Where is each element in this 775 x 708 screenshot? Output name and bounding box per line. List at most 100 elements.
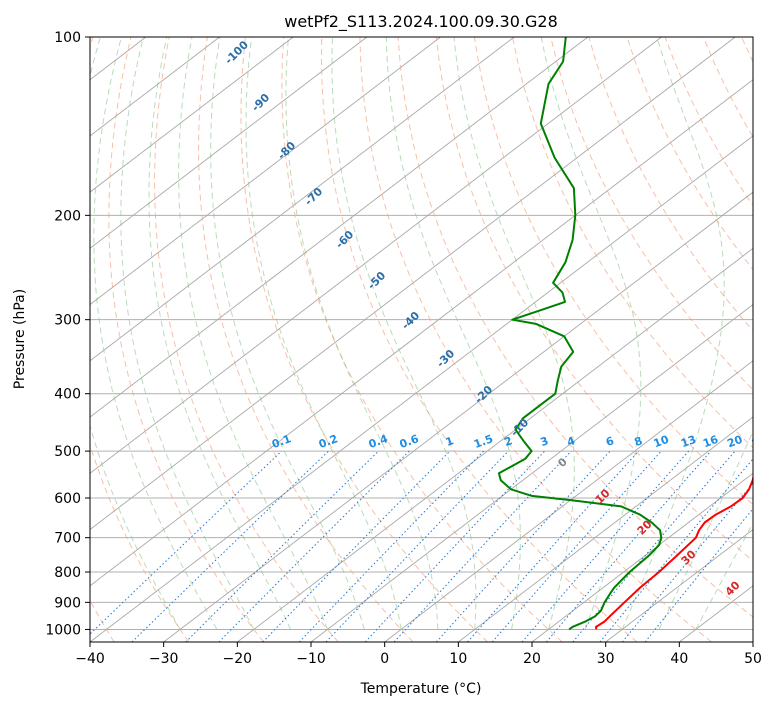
mixing-ratio-label: 8 — [633, 434, 645, 449]
mixing-ratio-line — [185, 450, 379, 642]
mixing-ratio-labels: 0.10.20.40.611.52346810131620253036 — [270, 432, 769, 451]
y-ticks: 1000 900 800 700 600 500 400 300 200 100 — [45, 30, 90, 638]
isotherm-line — [458, 416, 753, 642]
moist-adiabat-line — [285, 37, 439, 630]
mixing-ratio-line — [436, 450, 611, 642]
plot-area: -100-90-80-70-60-50-40-30-20-10010203040… — [90, 37, 769, 642]
mixing-ratio-line — [364, 450, 545, 642]
moist-adiabats — [90, 37, 753, 630]
mixing-ratio-line — [644, 507, 753, 642]
isotherm-line — [90, 37, 736, 531]
moist-adiabat-line — [210, 37, 365, 630]
sounding-lines — [497, 37, 753, 631]
isotherm-line — [90, 37, 294, 193]
x-axis-label: Temperature (°C) — [360, 681, 482, 697]
mixing-ratio-label: 1 — [444, 434, 456, 449]
dry-adiabat-line — [435, 37, 753, 562]
y-tick-label: 100 — [54, 30, 81, 46]
mixing-ratio-line — [599, 458, 753, 642]
dry-adiabat-line — [108, 37, 264, 642]
x-tick-label: 50 — [744, 651, 762, 667]
mixing-ratio-label: 25 — [750, 433, 769, 450]
moist-adiabat-line — [540, 37, 642, 630]
mixing-ratio-label: 6 — [604, 434, 616, 449]
moist-adiabat-line — [148, 37, 292, 630]
x-tick-label: −20 — [223, 651, 253, 667]
moist-adiabat-line — [385, 37, 521, 630]
y-tick-label: 400 — [54, 387, 81, 403]
y-tick-label: 600 — [54, 491, 81, 507]
x-tick-label: −40 — [75, 651, 105, 667]
mixing-ratio-label: 0.1 — [270, 432, 293, 451]
mixing-ratio-line — [218, 450, 410, 642]
mixing-ratio-line — [491, 450, 662, 642]
isotherm-line — [90, 37, 662, 474]
mixing-ratio-line — [262, 450, 451, 642]
dewpoint-profile-line — [497, 37, 663, 631]
x-tick-label: 10 — [449, 651, 467, 667]
isotherms — [90, 37, 753, 642]
isotherm-line — [531, 472, 753, 642]
moist-adiabat-line — [178, 37, 328, 630]
mixing-ratio-label: 20 — [725, 433, 744, 451]
mixing-ratio-label: 1.5 — [472, 432, 495, 451]
mixing-ratio-label: 2 — [502, 434, 514, 449]
mixing-ratio-line — [298, 450, 484, 642]
x-ticks: −40 −30 −20 −10 0 10 20 30 40 50 — [75, 642, 762, 667]
dry-adiabat-line — [90, 37, 190, 642]
dry-adiabat-line — [320, 37, 638, 642]
x-tick-label: 30 — [597, 651, 615, 667]
moist-adiabat-line — [120, 37, 255, 630]
dry-adiabat-line — [240, 37, 488, 642]
mixing-ratio-lines — [90, 450, 753, 642]
moist-adiabat-line — [453, 37, 575, 630]
isotherm-line — [90, 37, 589, 418]
moist-adiabat-line — [245, 37, 402, 630]
y-tick-label: 500 — [54, 444, 81, 460]
y-tick-label: 700 — [54, 531, 81, 547]
y-tick-label: 200 — [54, 208, 81, 224]
dry-adiabat-line — [473, 37, 753, 506]
mixing-ratio-label: 0.6 — [398, 432, 421, 451]
moist-adiabat-line — [90, 37, 181, 630]
moist-adiabat-line — [658, 430, 753, 630]
temperature-profile-line — [595, 474, 753, 630]
isotherm-line — [90, 79, 753, 587]
isotherm-line — [163, 191, 753, 642]
mixing-ratio-label: 13 — [679, 433, 698, 450]
isotherm-line — [90, 37, 368, 249]
dry-adiabat-line — [154, 37, 339, 642]
mixing-ratio-line — [393, 450, 572, 642]
dry-adiabat-line — [281, 37, 563, 642]
isotherm-line — [90, 37, 515, 362]
x-tick-label: 40 — [670, 651, 688, 667]
mixing-ratio-label: 10 — [652, 433, 671, 451]
x-tick-label: −10 — [296, 651, 326, 667]
x-tick-label: −30 — [149, 651, 179, 667]
isotherm-line — [90, 37, 441, 306]
plot-frame — [89, 36, 754, 643]
dry-adiabat-line — [359, 37, 713, 642]
isotherm-line — [384, 360, 753, 642]
moist-adiabat-line — [331, 37, 477, 630]
moist-adiabat-line — [93, 37, 218, 630]
mixing-ratio-line — [622, 482, 753, 642]
dry-adiabat-line — [512, 37, 753, 449]
x-tick-label: 0 — [380, 651, 389, 667]
y-axis-label: Pressure (hPa) — [12, 289, 28, 389]
mixing-ratio-line — [90, 450, 282, 635]
isotherm-line — [237, 247, 753, 642]
chart-title: wetPf2_S113.2024.100.09.30.G28 — [284, 12, 558, 32]
mixing-ratio-label: 3 — [539, 434, 551, 449]
dry-adiabats — [90, 37, 753, 642]
mixing-ratio-label: 4 — [565, 434, 577, 449]
mixing-ratio-label: 16 — [701, 433, 720, 451]
y-tick-label: 1000 — [45, 622, 81, 638]
mixing-ratio-label: 0.4 — [367, 432, 390, 451]
y-tick-label: 300 — [54, 313, 81, 329]
isotherm-line — [90, 135, 753, 642]
mixing-ratio-line — [572, 450, 736, 642]
x-tick-label: 20 — [523, 651, 541, 667]
